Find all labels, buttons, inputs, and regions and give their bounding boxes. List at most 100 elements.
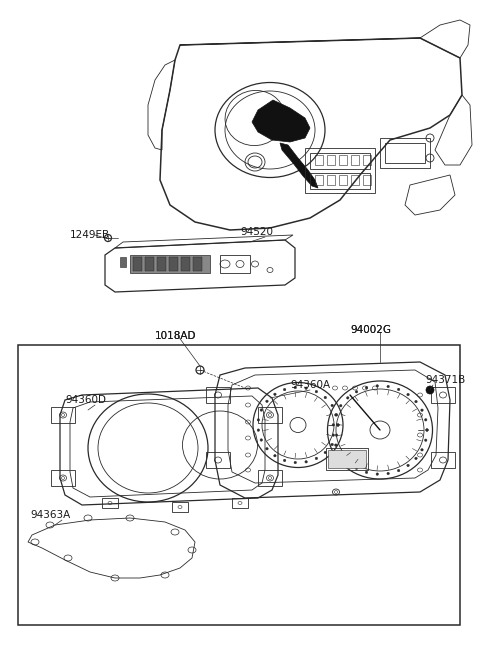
Bar bbox=[206, 452, 230, 468]
Bar bbox=[193, 257, 202, 271]
Bar bbox=[181, 257, 190, 271]
Ellipse shape bbox=[315, 390, 318, 393]
Bar bbox=[169, 257, 178, 271]
Ellipse shape bbox=[332, 424, 335, 426]
Ellipse shape bbox=[355, 390, 358, 393]
Text: 1018AD: 1018AD bbox=[155, 331, 196, 341]
Bar bbox=[363, 175, 371, 185]
Ellipse shape bbox=[365, 471, 368, 474]
Bar bbox=[328, 450, 366, 468]
Ellipse shape bbox=[324, 451, 326, 454]
Ellipse shape bbox=[324, 396, 326, 399]
Bar bbox=[18, 345, 460, 625]
Ellipse shape bbox=[283, 388, 286, 391]
Bar bbox=[305, 148, 375, 193]
Polygon shape bbox=[252, 100, 310, 142]
Ellipse shape bbox=[335, 413, 338, 416]
Ellipse shape bbox=[260, 439, 263, 441]
Ellipse shape bbox=[274, 393, 276, 396]
Text: 94002G: 94002G bbox=[350, 325, 391, 335]
Ellipse shape bbox=[415, 457, 417, 460]
Ellipse shape bbox=[339, 453, 342, 455]
Ellipse shape bbox=[365, 386, 368, 389]
Ellipse shape bbox=[424, 439, 427, 441]
Text: 94371B: 94371B bbox=[425, 375, 465, 385]
Ellipse shape bbox=[335, 444, 337, 446]
Ellipse shape bbox=[424, 419, 427, 421]
Bar bbox=[431, 452, 455, 468]
Bar bbox=[310, 173, 370, 189]
Text: 1249EB: 1249EB bbox=[70, 230, 110, 240]
Ellipse shape bbox=[355, 467, 358, 470]
Bar bbox=[327, 175, 335, 185]
Bar bbox=[157, 257, 166, 271]
Ellipse shape bbox=[376, 384, 379, 387]
Ellipse shape bbox=[331, 443, 334, 446]
Text: 94002G: 94002G bbox=[350, 325, 391, 335]
Ellipse shape bbox=[266, 447, 268, 450]
Bar bbox=[339, 175, 347, 185]
Ellipse shape bbox=[347, 397, 349, 399]
Text: 94363A: 94363A bbox=[30, 510, 70, 520]
Ellipse shape bbox=[387, 472, 389, 475]
Bar bbox=[310, 153, 370, 169]
Bar bbox=[339, 155, 347, 165]
Bar bbox=[133, 257, 142, 271]
Bar bbox=[258, 407, 282, 423]
Ellipse shape bbox=[426, 429, 428, 431]
Bar bbox=[431, 387, 455, 403]
Bar bbox=[380, 138, 430, 168]
Bar bbox=[315, 155, 323, 165]
Ellipse shape bbox=[347, 461, 349, 463]
Ellipse shape bbox=[397, 388, 400, 391]
Ellipse shape bbox=[387, 385, 389, 388]
Bar bbox=[51, 407, 75, 423]
Bar bbox=[51, 470, 75, 486]
Ellipse shape bbox=[266, 400, 268, 403]
Bar bbox=[206, 387, 230, 403]
Ellipse shape bbox=[305, 387, 307, 390]
Text: 94520: 94520 bbox=[240, 227, 273, 237]
Ellipse shape bbox=[407, 464, 409, 466]
Ellipse shape bbox=[332, 434, 335, 436]
Ellipse shape bbox=[305, 461, 307, 463]
Ellipse shape bbox=[421, 409, 423, 411]
Bar bbox=[120, 257, 126, 267]
Ellipse shape bbox=[407, 394, 409, 396]
Polygon shape bbox=[280, 143, 318, 188]
Bar bbox=[232, 498, 248, 508]
Ellipse shape bbox=[337, 424, 339, 426]
Bar bbox=[172, 502, 188, 512]
Ellipse shape bbox=[397, 469, 400, 472]
Ellipse shape bbox=[294, 461, 297, 464]
Ellipse shape bbox=[415, 400, 417, 403]
Ellipse shape bbox=[260, 409, 263, 411]
Text: 94360D: 94360D bbox=[65, 395, 106, 405]
Bar bbox=[351, 155, 359, 165]
Bar bbox=[220, 255, 250, 273]
Ellipse shape bbox=[257, 419, 260, 421]
Ellipse shape bbox=[335, 434, 338, 436]
Ellipse shape bbox=[315, 457, 318, 460]
Bar bbox=[258, 470, 282, 486]
Ellipse shape bbox=[421, 449, 423, 451]
Ellipse shape bbox=[376, 473, 379, 476]
Bar bbox=[327, 155, 335, 165]
Ellipse shape bbox=[339, 405, 342, 407]
Bar bbox=[145, 257, 154, 271]
Ellipse shape bbox=[283, 459, 286, 462]
Text: 1018AD: 1018AD bbox=[155, 331, 196, 341]
Bar bbox=[102, 498, 118, 508]
Ellipse shape bbox=[274, 455, 276, 457]
Ellipse shape bbox=[335, 414, 337, 416]
Ellipse shape bbox=[426, 429, 428, 431]
Bar bbox=[351, 175, 359, 185]
Bar bbox=[385, 143, 425, 163]
Bar bbox=[130, 255, 210, 273]
Text: 94360A: 94360A bbox=[290, 380, 330, 390]
Ellipse shape bbox=[294, 386, 297, 389]
Bar bbox=[363, 155, 371, 165]
Ellipse shape bbox=[331, 404, 334, 407]
Ellipse shape bbox=[426, 386, 434, 394]
Bar bbox=[326, 448, 368, 470]
